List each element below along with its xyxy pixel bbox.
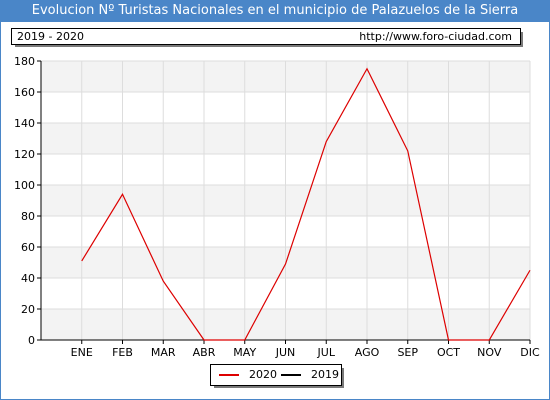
y-tick-labels: 0 20 40 60 80 100 120 140 160 180 (14, 55, 35, 347)
y-tick-label: 0 (28, 334, 35, 347)
legend-item-2020: 2020 (219, 368, 277, 382)
series-lines (81, 67, 531, 341)
x-tick-label: ABR (193, 346, 216, 359)
y-tick-label: 120 (14, 148, 35, 161)
series-line-2020 (81, 67, 531, 341)
y-tick-label: 80 (21, 210, 35, 223)
x-tick-label: DIC (520, 346, 540, 359)
y-tick-label: 60 (21, 241, 35, 254)
x-tick-label: JUL (317, 346, 336, 359)
x-tick-label: NOV (477, 346, 502, 359)
x-tick-label: FEB (112, 346, 133, 359)
y-tick-label: 20 (21, 303, 35, 316)
info-box: 2019 - 2020 http://www.foro-ciudad.com (11, 28, 521, 45)
x-tick-label: JUN (275, 346, 296, 359)
x-tick-label: SEP (397, 346, 418, 359)
legend-label-2019: 2019 (311, 368, 339, 381)
source-url: http://www.foro-ciudad.com (359, 30, 512, 43)
legend-swatch-2019 (281, 374, 301, 376)
year-range: 2019 - 2020 (17, 30, 84, 43)
y-tick-label: 180 (14, 55, 35, 68)
y-tick-label: 160 (14, 86, 35, 99)
x-tick-label: OCT (437, 346, 460, 359)
legend-label-2020: 2020 (249, 368, 277, 381)
x-tick-labels: ENE FEB MAR ABR MAY JUN JUL AGO SEP OCT NOV DIC (71, 346, 540, 359)
x-tick-label: ENE (71, 346, 93, 359)
chart-title: Evolucion Nº Turistas Nacionales en el m… (0, 0, 550, 22)
x-tick-label: MAY (233, 346, 256, 359)
legend-swatch-2020 (219, 374, 239, 376)
y-tick-label: 40 (21, 272, 35, 285)
grid-lines (41, 60, 531, 341)
legend: 2020 2019 (210, 364, 342, 386)
y-tick-label: 100 (14, 179, 35, 192)
y-tick-label: 140 (14, 117, 35, 130)
x-tick-label: AGO (355, 346, 380, 359)
legend-item-2019: 2019 (281, 368, 339, 382)
x-tick-label: MAR (151, 346, 176, 359)
